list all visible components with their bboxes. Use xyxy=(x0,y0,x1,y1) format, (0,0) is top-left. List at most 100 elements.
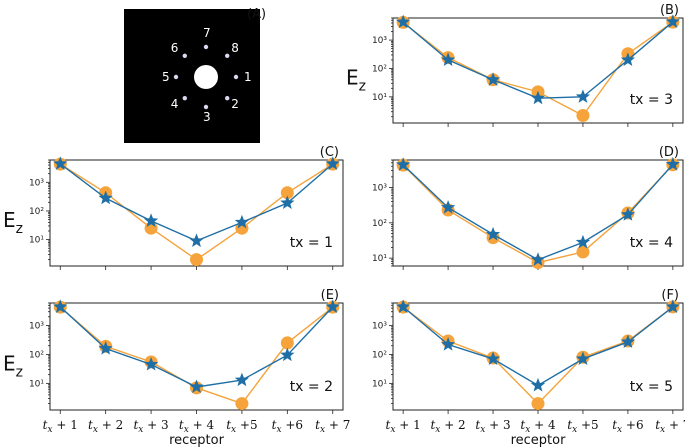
data-point-star xyxy=(325,156,340,170)
data-point-star xyxy=(665,156,680,171)
data-point-circle xyxy=(576,109,590,123)
x-tick-offset: +5 xyxy=(577,418,599,432)
data-point-star xyxy=(396,299,411,313)
receptor-label-6: 6 xyxy=(171,41,179,55)
data-point-star xyxy=(189,379,204,394)
x-tick-sub: x xyxy=(660,425,665,435)
x-tick-prefix: t xyxy=(179,418,184,432)
x-tick-label: tx + 3 xyxy=(133,418,168,435)
x-tick-prefix: t xyxy=(430,418,435,432)
data-point-circle xyxy=(576,245,590,259)
receptor-label-4: 4 xyxy=(171,97,179,111)
y-label-main: E xyxy=(346,66,359,90)
data-point-star xyxy=(440,337,456,351)
y-axis-label: Ez xyxy=(3,352,23,381)
x-tick-prefix: t xyxy=(272,418,277,432)
data-point-circle xyxy=(235,397,249,411)
data-point-star xyxy=(280,347,295,362)
panel-a-background xyxy=(124,9,260,143)
receptor-dot-5 xyxy=(173,74,179,80)
x-tick-prefix: t xyxy=(655,418,660,432)
x-tick-sub: x xyxy=(480,425,485,435)
data-point-star xyxy=(575,351,591,365)
x-tick-prefix: t xyxy=(386,418,391,432)
data-point-star xyxy=(234,372,250,387)
x-tick-label: tx + 7 xyxy=(315,418,350,435)
x-tick-sub: x xyxy=(435,425,440,435)
data-point-star xyxy=(530,90,546,105)
x-tick-offset: + 1 xyxy=(395,418,420,432)
receptor-label-3: 3 xyxy=(203,110,211,124)
receptor-dot-6 xyxy=(182,53,187,58)
x-axis-label: receptor xyxy=(169,433,225,448)
data-point-star xyxy=(575,234,591,249)
x-tick-prefix: t xyxy=(475,418,480,432)
data-point-star xyxy=(620,52,636,66)
y-tick-label: 10³ xyxy=(29,178,44,188)
data-point-circle xyxy=(190,253,203,267)
x-tick-label: tx +6 xyxy=(272,418,303,435)
data-point-star xyxy=(280,195,295,210)
x-tick-offset: + 4 xyxy=(189,418,215,432)
x-axis-label: receptor xyxy=(511,433,567,448)
x-tick-label: tx + 7 xyxy=(655,418,685,435)
y-tick-label: 10³ xyxy=(372,183,387,193)
y-label-sub: z xyxy=(16,365,23,381)
x-tick-prefix: t xyxy=(88,418,93,432)
x-tick-prefix: t xyxy=(612,418,617,432)
tx-annotation: tx = 4 xyxy=(630,235,673,251)
data-point-star xyxy=(575,89,591,103)
x-tick-prefix: t xyxy=(315,418,320,432)
receptor-label-8: 8 xyxy=(231,41,239,55)
x-tick-sub: x xyxy=(320,425,325,435)
y-tick-label: 10¹ xyxy=(29,379,44,389)
x-tick-offset: + 7 xyxy=(325,418,350,432)
x-tick-prefix: t xyxy=(43,418,48,432)
y-tick-label: 10² xyxy=(372,350,387,360)
y-label-main: E xyxy=(3,352,16,376)
data-point-star xyxy=(485,72,501,86)
y-tick-label: 10¹ xyxy=(372,379,387,389)
x-tick-sub: x xyxy=(93,425,98,435)
y-tick-label: 10² xyxy=(372,64,387,74)
x-tick-label: tx + 2 xyxy=(430,418,465,435)
x-tick-label: tx +6 xyxy=(612,418,643,435)
data-point-star xyxy=(530,252,546,266)
x-tick-offset: +6 xyxy=(622,418,644,432)
x-tick-offset: + 4 xyxy=(530,418,556,432)
panel-letter: (F) xyxy=(661,288,679,303)
data-point-star xyxy=(98,341,113,355)
panel-letter: (E) xyxy=(321,288,339,303)
data-point-star xyxy=(143,356,159,371)
x-tick-sub: x xyxy=(47,425,52,435)
data-point-star xyxy=(396,14,411,29)
x-tick-offset: +5 xyxy=(236,418,258,432)
y-axis-label: Ez xyxy=(3,208,23,237)
data-point-star xyxy=(530,377,546,392)
receptor-label-1: 1 xyxy=(244,70,252,84)
data-point-star xyxy=(143,213,159,227)
data-point-star xyxy=(485,351,501,365)
receptor-dot-4 xyxy=(182,96,187,101)
data-point-star xyxy=(665,299,680,313)
data-point-circle xyxy=(280,336,294,350)
data-point-circle xyxy=(531,397,545,411)
panel-letter: (D) xyxy=(659,145,679,160)
x-tick-label: tx +5 xyxy=(567,418,598,435)
x-tick-sub: x xyxy=(525,425,530,435)
tx-annotation: tx = 1 xyxy=(290,235,333,251)
y-tick-label: 10² xyxy=(372,219,387,229)
receptor-label-5: 5 xyxy=(162,70,170,84)
data-point-star xyxy=(620,334,636,349)
data-point-star xyxy=(396,157,411,171)
data-point-star xyxy=(440,52,456,66)
chart-panel-b: 10¹ 10² 10³ Ez (B) tx = 3 xyxy=(346,3,684,127)
receptor-dot-2 xyxy=(225,96,230,101)
y-tick-label: 10² xyxy=(29,350,44,360)
x-tick-label: tx + 4 xyxy=(520,418,556,435)
data-point-star xyxy=(485,226,501,241)
panel-letter: (B) xyxy=(660,3,679,18)
x-tick-label: tx + 1 xyxy=(43,418,78,435)
